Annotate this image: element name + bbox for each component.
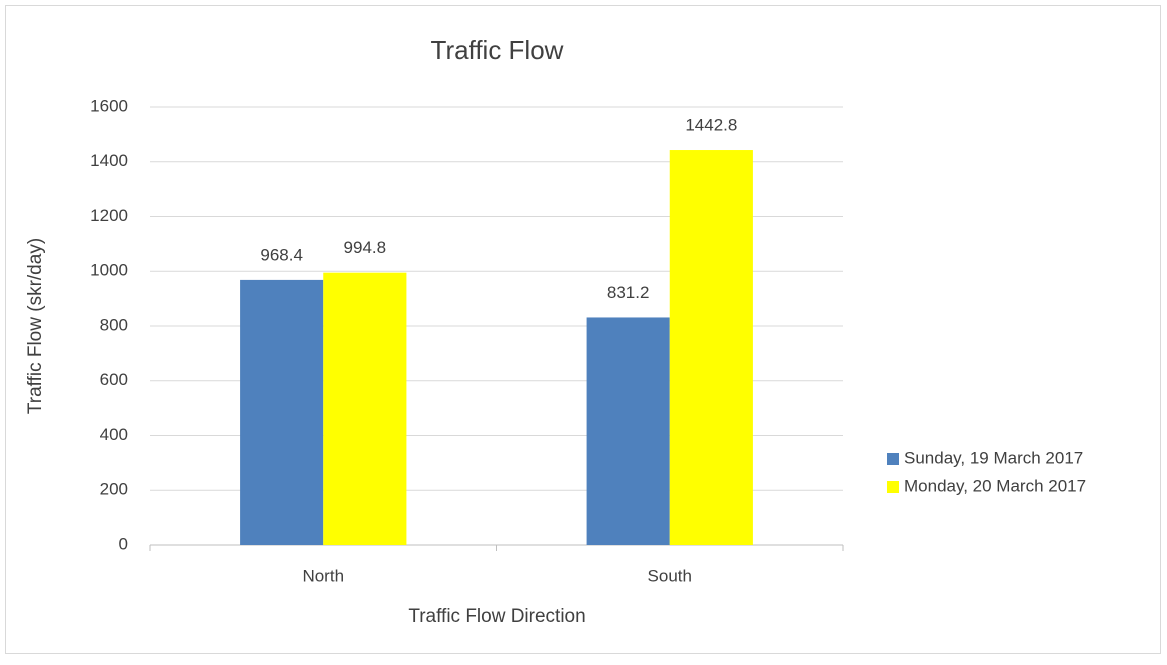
bar (669, 150, 753, 545)
y-tick-label: 400 (100, 425, 128, 444)
legend-label: Sunday, 19 March 2017 (904, 448, 1083, 467)
bar (240, 279, 324, 545)
y-tick-label: 1000 (90, 261, 128, 280)
data-label: 994.8 (344, 238, 387, 257)
x-axis-title: Traffic Flow Direction (408, 606, 585, 627)
y-tick-label: 200 (100, 480, 128, 499)
data-label: 1442.8 (685, 116, 737, 135)
y-tick-label: 1400 (90, 151, 128, 170)
legend-label: Monday, 20 March 2017 (904, 476, 1086, 495)
bar (323, 272, 407, 545)
chart-title: Traffic Flow (431, 35, 564, 65)
y-tick-label: 1600 (90, 96, 128, 115)
data-label: 831.2 (607, 283, 650, 302)
y-tick-label: 0 (119, 534, 128, 553)
x-tick-label: North (302, 566, 344, 585)
legend-swatch (887, 481, 899, 493)
chart-border (5, 5, 1161, 654)
bar (586, 317, 670, 545)
y-tick-label: 600 (100, 370, 128, 389)
y-axis-title: Traffic Flow (skr/day) (25, 238, 46, 414)
x-tick-label: South (648, 566, 692, 585)
data-label: 968.4 (260, 245, 303, 264)
y-tick-label: 1200 (90, 206, 128, 225)
legend-swatch (887, 453, 899, 465)
y-tick-label: 800 (100, 315, 128, 334)
